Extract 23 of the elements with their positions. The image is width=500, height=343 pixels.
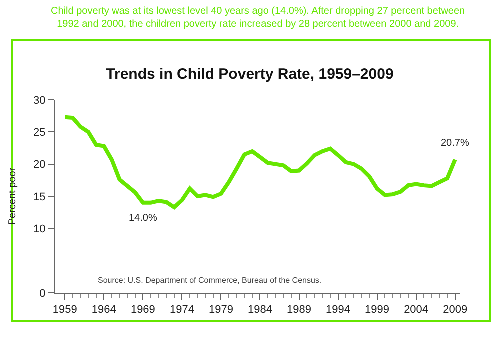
y-tick-label: 15: [34, 191, 46, 204]
annotation: 14.0%: [129, 213, 158, 224]
y-axis-title: Percent poor: [8, 167, 19, 226]
x-tick-label: 1999: [365, 304, 390, 316]
chart-subtitle: Child poverty was at its lowest level 40 years ago (14.0%). After dropping 27 percent between 1992 and 2000, the children poverty rate increased by 28 percent between 2000 and 2009.: [51, 6, 466, 30]
annotation: Source: U.S. Department of Commerce, Bureau of the Census.: [98, 276, 322, 285]
annotation: 20.7%: [441, 138, 470, 149]
y-tick-label: 30: [34, 94, 46, 107]
chart-title: Trends in Child Poverty Rate, 1959–2009: [106, 66, 394, 84]
y-tick-label: 20: [34, 159, 46, 172]
x-tick-label: 1984: [248, 304, 272, 316]
x-tick-label: 1964: [92, 304, 116, 316]
y-tick-label: 25: [34, 127, 46, 140]
x-tick-label: 1974: [170, 304, 194, 316]
x-tick-label: 1979: [208, 304, 234, 316]
x-tick-label: 1969: [130, 304, 156, 316]
x-tick-label: 1959: [52, 304, 78, 316]
y-tick-label: 0: [40, 288, 46, 300]
x-tick-label: 1989: [287, 304, 312, 316]
x-tick-label: 2004: [404, 304, 429, 316]
y-tick-label: 10: [34, 224, 46, 236]
x-tick-label: 2009: [443, 304, 468, 316]
x-tick-label: 1994: [326, 304, 351, 316]
